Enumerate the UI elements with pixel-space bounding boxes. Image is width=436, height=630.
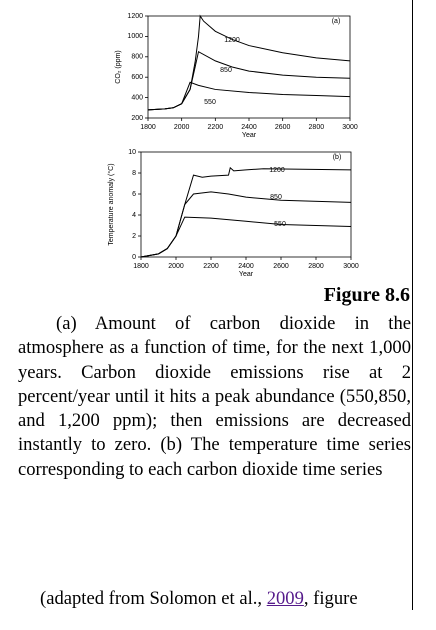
caption: (a) Amount of carbon dioxide in the atmo… xyxy=(18,313,411,480)
figure-label: Figure 8.6 xyxy=(323,284,410,306)
y-tick-label: 600 xyxy=(131,74,143,81)
x-tick-label: 1800 xyxy=(140,124,156,131)
data-line xyxy=(140,166,352,258)
page-border xyxy=(412,0,413,610)
y-axis-label: CO₂ (ppm) xyxy=(115,50,122,83)
series-label: 850 xyxy=(270,194,282,201)
y-tick-label: 400 xyxy=(131,94,143,101)
x-tick-label: 2600 xyxy=(273,263,289,270)
source-link[interactable]: 2009 xyxy=(266,588,304,609)
x-axis-label: Year xyxy=(242,132,257,139)
x-tick-label: 2600 xyxy=(275,124,291,131)
x-tick-label: 2000 xyxy=(174,124,190,131)
data-line xyxy=(147,50,351,111)
series-label: 1200 xyxy=(269,167,285,174)
panel-label: (b) xyxy=(333,154,342,161)
y-tick-label: 200 xyxy=(131,115,143,122)
x-tick-label: 2800 xyxy=(308,263,324,270)
y-tick-label: 1200 xyxy=(127,13,143,20)
y-tick-label: 2 xyxy=(132,233,136,240)
source-text: (adapted from Solomon et al., xyxy=(40,588,267,609)
y-axis-label: Temperature anomaly (°C) xyxy=(107,163,115,245)
y-tick-label: 0 xyxy=(132,254,136,261)
y-tick-label: 800 xyxy=(131,54,143,61)
x-tick-label: 1800 xyxy=(133,263,149,270)
series-label: 850 xyxy=(220,67,232,74)
figure: 200 400 600 800 1000 1200 1800 2000 2200 2400 2600… xyxy=(107,13,359,278)
x-tick-label: 2000 xyxy=(168,263,184,270)
plot-frame xyxy=(147,15,351,119)
series-label: 1200 xyxy=(224,37,240,44)
x-axis-label: Year xyxy=(239,271,254,278)
x-tick-label: 2400 xyxy=(238,263,254,270)
y-tick-label: 1000 xyxy=(127,33,143,40)
series-label: 550 xyxy=(204,99,216,106)
series-label: 550 xyxy=(274,221,286,228)
x-tick-label: 3000 xyxy=(343,263,359,270)
x-tick-label: 3000 xyxy=(342,124,358,131)
x-tick-label: 2800 xyxy=(309,124,325,131)
panel-label: (a) xyxy=(332,18,341,25)
x-tick-label: 2200 xyxy=(208,124,224,131)
x-tick-label: 2400 xyxy=(241,124,257,131)
source-text: , figure xyxy=(303,588,358,609)
data-line xyxy=(140,216,352,258)
y-tick-label: 10 xyxy=(128,149,136,156)
data-line xyxy=(140,191,352,258)
y-tick-label: 4 xyxy=(132,212,136,219)
data-line xyxy=(147,81,351,111)
y-tick-label: 8 xyxy=(132,170,136,177)
x-tick-label: 2200 xyxy=(203,263,219,270)
source: (adapted from Solomon et al., 2009, figu… xyxy=(40,588,358,610)
y-tick-label: 6 xyxy=(132,191,136,198)
